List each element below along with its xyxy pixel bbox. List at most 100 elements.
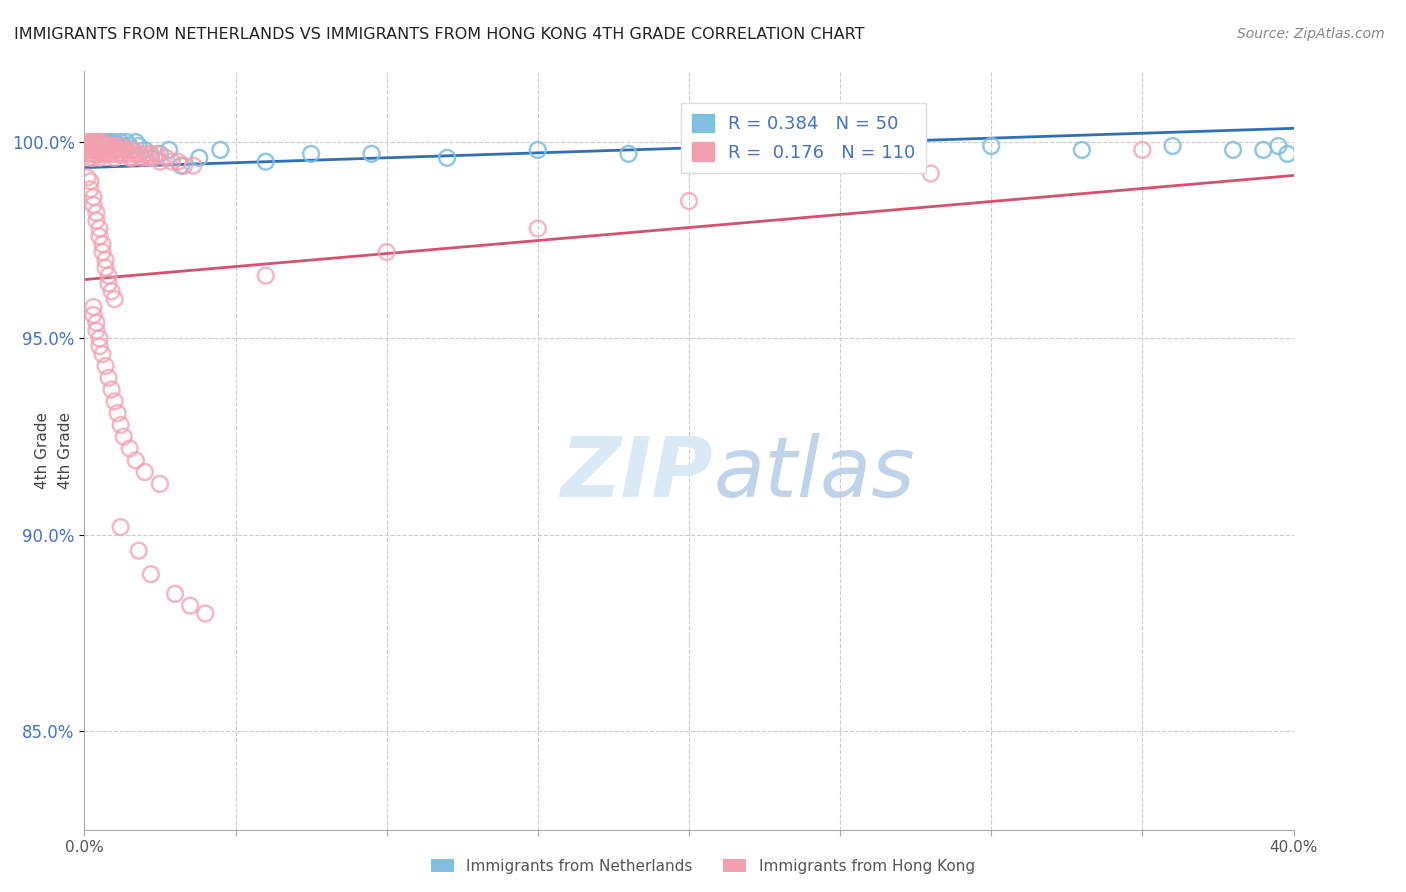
Text: atlas: atlas <box>713 433 915 514</box>
Point <box>110 135 132 149</box>
Point <box>91 143 114 157</box>
Point <box>165 587 187 601</box>
Point <box>121 143 143 157</box>
Point <box>97 139 120 153</box>
Point <box>149 154 172 169</box>
Point <box>100 143 122 157</box>
Point <box>89 143 111 157</box>
Point <box>94 135 117 149</box>
Point <box>91 245 114 260</box>
Point <box>89 135 111 149</box>
Point <box>86 139 108 153</box>
Point <box>100 139 122 153</box>
Point <box>94 135 117 149</box>
Point <box>91 135 114 149</box>
Point <box>149 476 172 491</box>
Point <box>89 139 111 153</box>
Point <box>86 213 108 227</box>
Point <box>107 406 129 420</box>
Point <box>1222 143 1244 157</box>
Point <box>94 143 117 157</box>
Point <box>86 135 108 149</box>
Point <box>76 139 98 153</box>
Point <box>104 394 127 409</box>
Point <box>94 252 117 267</box>
Point <box>100 383 122 397</box>
Point <box>97 143 120 157</box>
Point <box>134 465 156 479</box>
Point <box>82 308 104 322</box>
Point <box>125 453 148 467</box>
Point <box>134 143 156 157</box>
Text: ZIP: ZIP <box>561 433 713 514</box>
Point <box>617 146 640 161</box>
Point <box>86 135 108 149</box>
Point <box>254 268 277 283</box>
Point <box>118 151 141 165</box>
Point <box>104 135 127 149</box>
Point <box>79 151 101 165</box>
Point <box>94 139 117 153</box>
Point <box>97 139 120 153</box>
Point <box>1267 139 1289 153</box>
Point <box>79 182 101 196</box>
Point <box>181 159 204 173</box>
Point <box>89 151 111 165</box>
Point <box>100 135 122 149</box>
Point <box>121 143 143 157</box>
Point <box>104 151 127 165</box>
Point <box>79 139 101 153</box>
Text: Source: ZipAtlas.com: Source: ZipAtlas.com <box>1237 27 1385 41</box>
Point <box>436 151 458 165</box>
Point <box>160 154 183 169</box>
Point <box>121 151 143 165</box>
Point <box>146 146 169 161</box>
Point <box>254 154 277 169</box>
Point <box>79 146 101 161</box>
Point <box>76 135 98 149</box>
Point <box>980 139 1002 153</box>
Point <box>89 331 111 345</box>
Point <box>104 139 127 153</box>
Point <box>89 135 111 149</box>
Point <box>76 139 98 153</box>
Point <box>527 221 550 235</box>
Point <box>1161 139 1184 153</box>
Point <box>1071 143 1094 157</box>
Point <box>1277 146 1299 161</box>
Point <box>173 159 195 173</box>
Point <box>86 316 108 330</box>
Point <box>97 277 120 291</box>
Point <box>112 430 135 444</box>
Legend: R = 0.384   N = 50, R =  0.176   N = 110: R = 0.384 N = 50, R = 0.176 N = 110 <box>682 103 927 172</box>
Point <box>97 135 120 149</box>
Point <box>97 371 120 385</box>
Point <box>79 174 101 188</box>
Point <box>82 151 104 165</box>
Point <box>115 143 138 157</box>
Point <box>82 146 104 161</box>
Point <box>97 146 120 161</box>
Point <box>100 146 122 161</box>
Point <box>110 417 132 432</box>
Point <box>128 543 150 558</box>
Point <box>110 520 132 534</box>
Point <box>1253 143 1275 157</box>
Point <box>104 143 127 157</box>
Point <box>128 146 150 161</box>
Point <box>709 143 731 157</box>
Text: IMMIGRANTS FROM NETHERLANDS VS IMMIGRANTS FROM HONG KONG 4TH GRADE CORRELATION C: IMMIGRANTS FROM NETHERLANDS VS IMMIGRANT… <box>14 27 865 42</box>
Point <box>97 268 120 283</box>
Point <box>107 139 129 153</box>
Point <box>82 135 104 149</box>
Point <box>91 139 114 153</box>
Point <box>1130 143 1153 157</box>
Point <box>125 135 148 149</box>
Point <box>104 292 127 306</box>
Point <box>118 146 141 161</box>
Point <box>79 139 101 153</box>
Point <box>89 139 111 153</box>
Point <box>112 139 135 153</box>
Point <box>890 143 912 157</box>
Point <box>360 146 382 161</box>
